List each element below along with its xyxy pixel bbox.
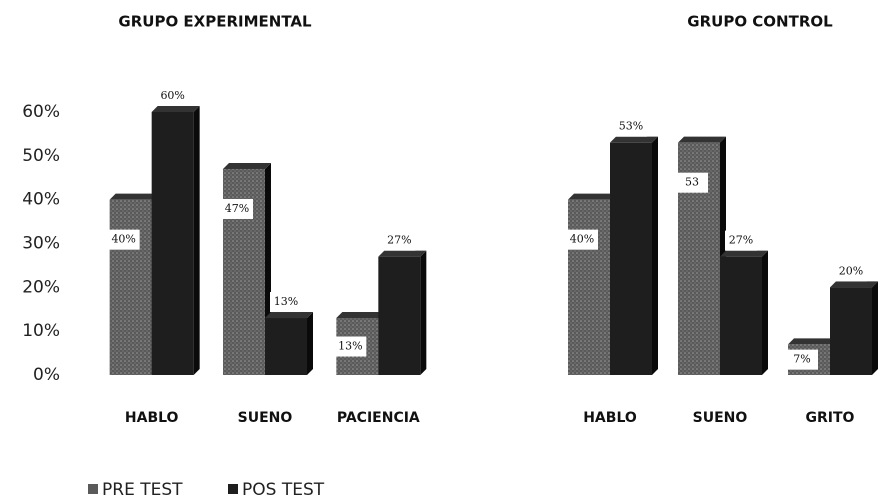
value-label: 13%: [274, 295, 298, 308]
legend-swatch: [88, 484, 98, 494]
y-tick-label: 40%: [22, 190, 60, 210]
bar-top: [720, 250, 768, 257]
value-label-box: [334, 336, 367, 357]
value-label-box: [615, 116, 647, 137]
value-label: 20%: [839, 264, 863, 277]
bar-top: [378, 250, 427, 257]
bar-top: [788, 338, 836, 345]
x-tick-label: SUENO: [238, 410, 293, 426]
value-label: 53%: [619, 120, 643, 133]
value-label: 13%: [338, 340, 362, 353]
x-tick-label: SUENO: [693, 410, 748, 426]
bar: [830, 287, 872, 375]
value-label-box: [156, 86, 189, 106]
y-tick-label: 0%: [33, 365, 60, 385]
value-label: 7%: [793, 353, 810, 366]
bar: [265, 318, 307, 375]
legend-label: POS TEST: [242, 480, 325, 500]
y-tick-label: 30%: [22, 234, 60, 254]
value-label-box: [676, 172, 708, 193]
x-tick-label: GRITO: [806, 410, 855, 426]
bar-top: [109, 193, 158, 200]
legend-swatch: [228, 484, 238, 494]
value-label-box: [383, 230, 416, 251]
value-label: 47%: [225, 202, 249, 215]
bar-top: [336, 312, 385, 319]
value-label: 27%: [387, 234, 411, 247]
bar-texture: [568, 199, 610, 375]
bar-top: [151, 106, 200, 112]
bar-top: [678, 136, 726, 143]
bar-top: [568, 193, 616, 200]
value-label: 40%: [570, 233, 594, 246]
x-tick-label: HABLO: [583, 410, 637, 426]
value-label-box: [835, 261, 867, 282]
value-label-box: [725, 230, 757, 251]
bar: [720, 256, 762, 375]
y-tick-label: 10%: [22, 321, 60, 341]
y-tick-label: 50%: [22, 146, 60, 166]
value-label-box: [221, 198, 253, 219]
x-tick-label: HABLO: [125, 410, 179, 426]
bar-top: [223, 162, 271, 169]
bar: [151, 112, 194, 375]
bar-top: [610, 136, 658, 143]
bar-side: [872, 281, 878, 375]
bar-side: [420, 250, 427, 375]
bar-side: [762, 250, 768, 375]
bar-side: [307, 312, 313, 375]
value-label: 60%: [160, 89, 184, 102]
value-label-box: [270, 292, 302, 313]
value-label-box: [107, 229, 140, 250]
value-label: 40%: [111, 233, 135, 246]
y-tick-label: 20%: [22, 277, 60, 297]
bar-texture: [109, 199, 152, 375]
chart-title: GRUPO EXPERIMENTAL: [118, 13, 312, 31]
bar-top: [830, 281, 878, 288]
y-tick-label: 60%: [22, 102, 60, 122]
chart-title: GRUPO CONTROL: [687, 13, 833, 31]
bar-side: [193, 106, 200, 375]
value-label: 53: [685, 176, 699, 189]
value-label: 27%: [729, 234, 753, 247]
x-tick-label: PACIENCIA: [337, 410, 420, 426]
legend-label: PRE TEST: [102, 480, 183, 500]
value-label-box: [566, 229, 598, 250]
value-label-box: [786, 349, 818, 370]
bar: [378, 256, 421, 375]
bar-top: [265, 312, 313, 319]
bar: [610, 142, 652, 375]
bar-side: [652, 136, 658, 375]
